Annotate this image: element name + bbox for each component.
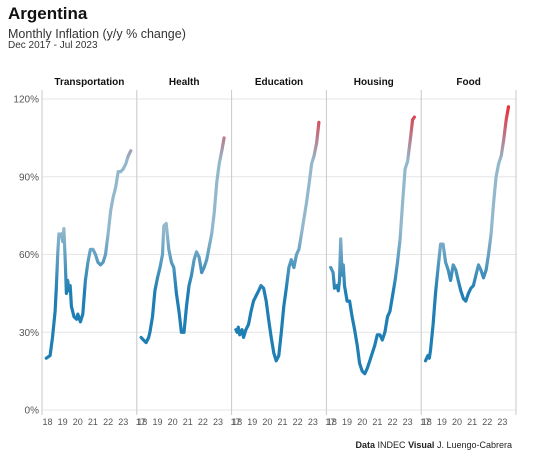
x-tick-label: 22 [103,417,113,427]
chart-subtitle: Monthly Inflation (y/y % change) [8,27,186,41]
x-tick-label: 21 [467,417,477,427]
y-tick-label: 120% [13,95,39,106]
caption-visual-label: Visual [408,440,435,450]
y-tick-label: 0% [25,406,40,417]
x-tick-label: 19 [152,417,162,427]
x-tick-label: 19 [342,417,352,427]
x-tick-label: 19 [437,417,447,427]
x-tick-label: 21 [88,417,98,427]
x-tick-label: 21 [183,417,193,427]
x-tick-label: 20 [262,417,272,427]
facet-dividers [41,90,517,415]
x-tick-label: 18 [422,417,432,427]
x-tick-label: 17 [231,417,241,427]
x-tick-label: 22 [198,417,208,427]
facet-title: Education [255,77,303,88]
series-line-education [234,120,321,363]
y-tick-label: 30% [19,328,39,339]
x-tick-label: 18 [43,417,53,427]
date-range: Dec 2017 - Jul 2023 [8,40,98,51]
x-tick-label: 17 [136,417,146,427]
series-line-housing [329,115,416,376]
x-tick-label: 23 [403,417,413,427]
x-tick-label: 22 [387,417,397,427]
chart-title: Argentina [8,4,88,23]
x-tick-label: 22 [293,417,303,427]
x-tick-label: 20 [168,417,178,427]
caption-visual-author: J. Luengo-Cabrera [436,440,512,450]
x-tick-label: 23 [213,417,223,427]
series-line-transportation [44,149,133,360]
label-layer: 0% 30% 60% 90% 120% Transportation 18 19 20 21 22 2… [13,77,507,427]
y-tick-label: 90% [19,172,39,183]
series-line-food [423,105,511,363]
series-layer [44,105,511,376]
x-tick-label: 17 [420,417,430,427]
x-tick-label: 18 [327,417,337,427]
x-tick-label: 20 [73,417,83,427]
x-tick-label: 20 [357,417,367,427]
caption-data-label: Data [355,440,376,450]
x-tick-label: 23 [308,417,318,427]
x-tick-label: 22 [482,417,492,427]
x-tick-label: 21 [372,417,382,427]
facet-title: Health [169,77,200,88]
facet-title: Housing [354,77,394,88]
x-tick-label: 18 [232,417,242,427]
x-tick-label: 18 [137,417,147,427]
x-tick-label: 19 [58,417,68,427]
x-tick-label: 23 [118,417,128,427]
x-tick-label: 20 [452,417,462,427]
facet-title: Transportation [54,77,124,88]
x-tick-label: 21 [278,417,288,427]
facet-title: Food [456,77,480,88]
x-tick-label: 17 [325,417,335,427]
grid-layer [42,98,516,411]
series-line-health [139,136,226,345]
x-tick-label: 23 [497,417,507,427]
caption-data-source: INDEC [377,440,406,450]
x-tick-label: 19 [247,417,257,427]
y-tick-label: 60% [19,250,39,261]
caption: Data INDEC Visual J. Luengo-Cabrera [356,440,512,450]
